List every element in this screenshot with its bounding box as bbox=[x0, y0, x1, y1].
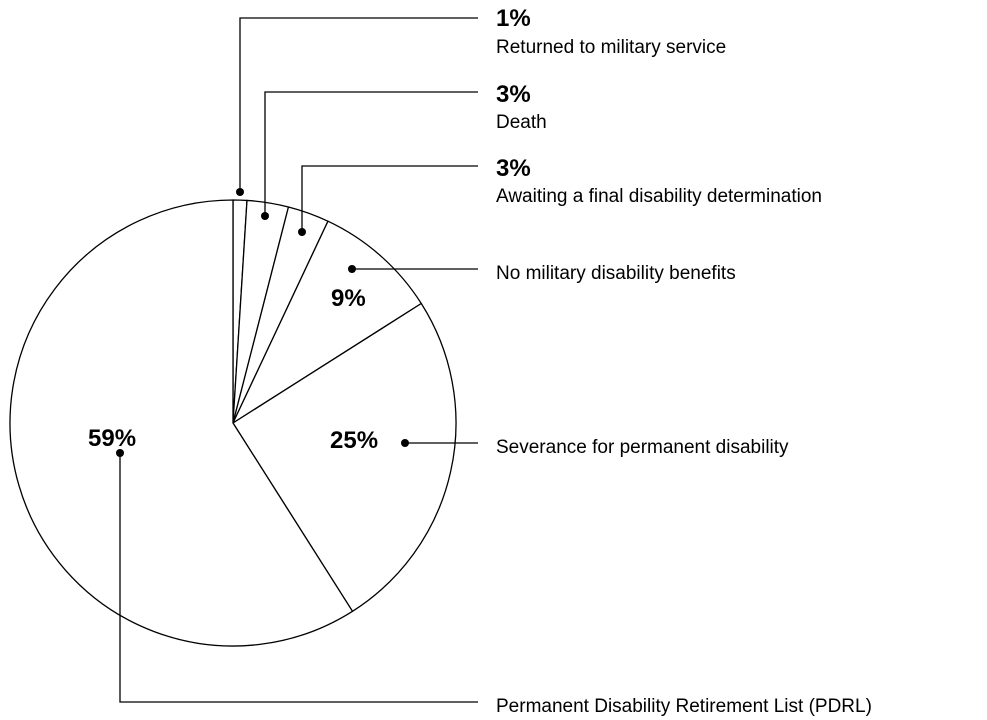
leader-dot-death bbox=[261, 212, 269, 220]
leader-line-awaiting bbox=[301, 165, 478, 232]
leader-dot-no-benefits bbox=[348, 265, 356, 273]
leader-dot-returned bbox=[236, 188, 244, 196]
category-label-pdrl: Permanent Disability Retirement List (PD… bbox=[496, 696, 872, 717]
leader-line-pdrl bbox=[119, 453, 478, 703]
category-label-no-benefits: No military disability benefits bbox=[496, 263, 736, 284]
pie-slice-no-benefits bbox=[232, 220, 422, 424]
pie-slices bbox=[9, 199, 457, 647]
value-label-severance: 25% bbox=[330, 427, 378, 454]
pie-slice-severance bbox=[232, 302, 457, 612]
leader-dot-pdrl bbox=[116, 449, 124, 457]
pie-slice-pdrl bbox=[9, 199, 354, 647]
category-label-death: Death bbox=[496, 112, 547, 133]
category-label-severance: Severance for permanent disability bbox=[496, 437, 789, 458]
value-label-no-benefits: 9% bbox=[331, 285, 366, 312]
leader-dot-severance bbox=[401, 439, 409, 447]
leader-line-returned bbox=[239, 17, 478, 192]
value-label-returned: 1% bbox=[496, 5, 531, 32]
category-label-awaiting: Awaiting a final disability determinatio… bbox=[496, 186, 822, 207]
value-label-death: 3% bbox=[496, 81, 531, 108]
leader-line-death bbox=[264, 91, 478, 216]
category-label-returned: Returned to military service bbox=[496, 37, 726, 58]
leader-dot-awaiting bbox=[298, 228, 306, 236]
callouts bbox=[116, 17, 478, 703]
value-label-pdrl: 59% bbox=[88, 425, 136, 452]
value-label-awaiting: 3% bbox=[496, 155, 531, 182]
